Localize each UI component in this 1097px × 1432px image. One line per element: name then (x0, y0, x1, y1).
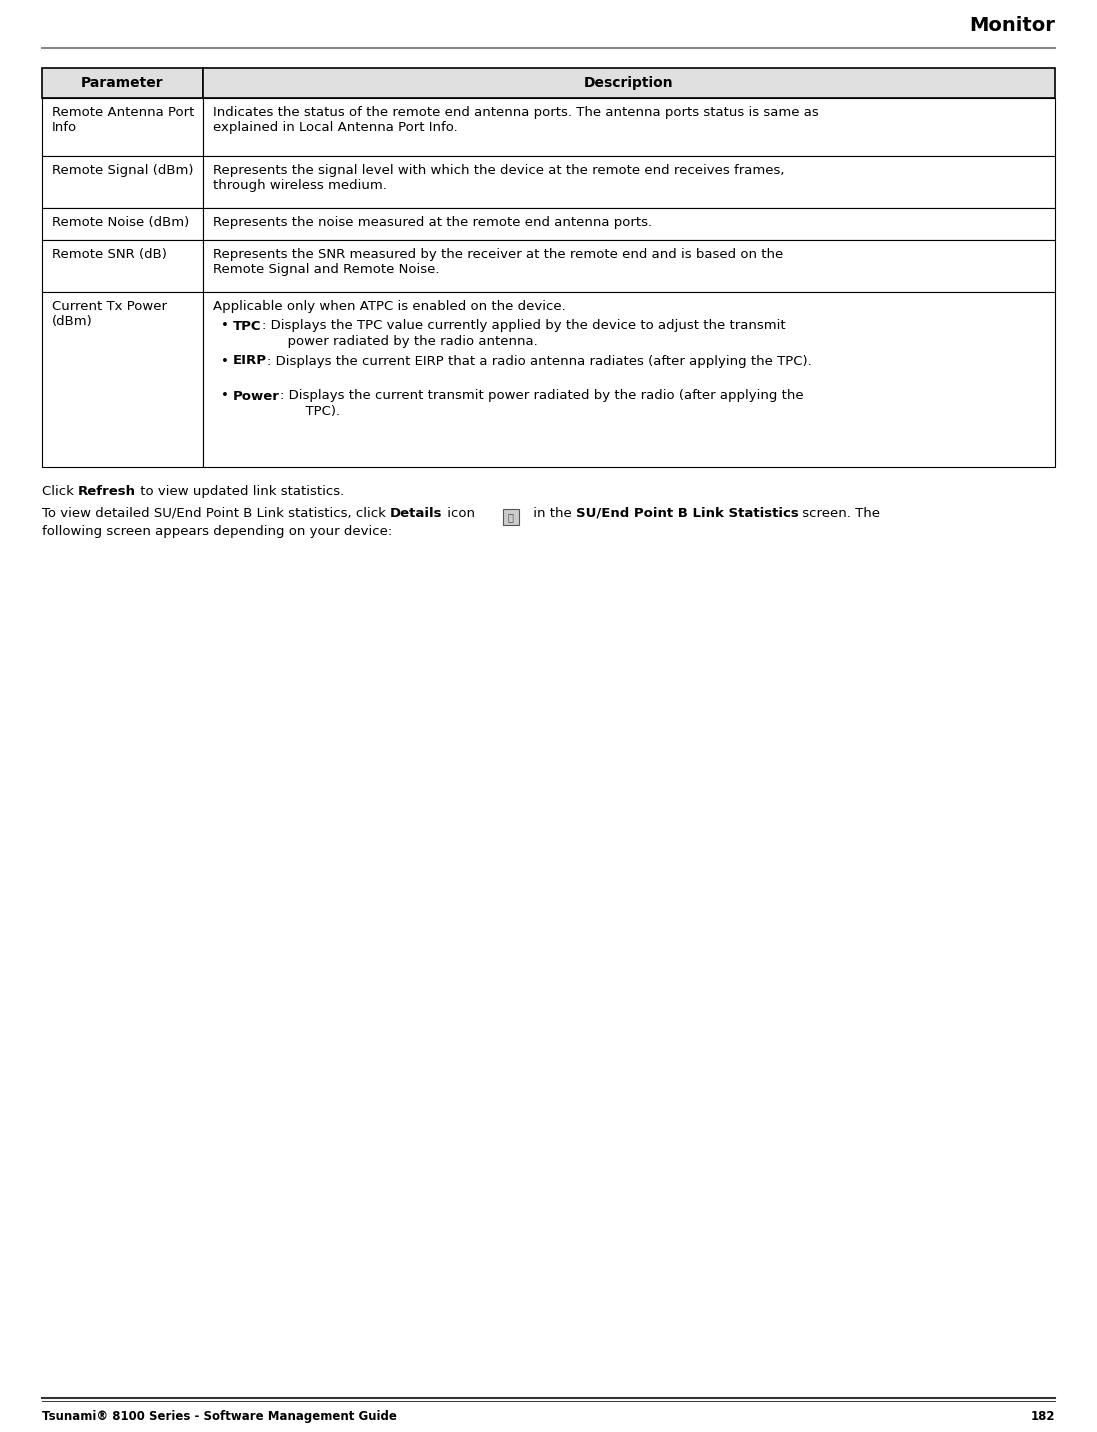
Text: icon: icon (442, 507, 475, 520)
Text: in the: in the (529, 507, 576, 520)
Text: : Displays the TPC value currently applied by the device to adjust the transmit
: : Displays the TPC value currently appli… (261, 319, 785, 348)
Text: Remote SNR (dB): Remote SNR (dB) (52, 248, 167, 261)
Bar (203, 241, 1055, 292)
Text: ⌖: ⌖ (508, 513, 513, 523)
Bar (203, 208, 1055, 241)
Text: screen. The: screen. The (799, 507, 881, 520)
Text: To view detailed SU/End Point B Link statistics, click: To view detailed SU/End Point B Link sta… (42, 507, 391, 520)
Text: following screen appears depending on your device:: following screen appears depending on yo… (42, 526, 393, 538)
Text: •: • (220, 355, 229, 368)
Bar (42, 292, 203, 467)
Text: •: • (220, 319, 229, 332)
Text: Remote Noise (dBm): Remote Noise (dBm) (52, 216, 190, 229)
Text: SU/End Point B Link Statistics: SU/End Point B Link Statistics (576, 507, 799, 520)
Text: Indicates the status of the remote end antenna ports. The antenna ports status i: Indicates the status of the remote end a… (213, 106, 818, 135)
Text: •: • (220, 390, 229, 402)
Text: Represents the noise measured at the remote end antenna ports.: Represents the noise measured at the rem… (213, 216, 652, 229)
Text: Details: Details (391, 507, 442, 520)
Bar (42, 208, 203, 241)
Text: Click: Click (42, 485, 78, 498)
Text: Power: Power (233, 390, 280, 402)
Text: Tsunami® 8100 Series - Software Management Guide: Tsunami® 8100 Series - Software Manageme… (42, 1411, 397, 1423)
Text: Applicable only when ATPC is enabled on the device.: Applicable only when ATPC is enabled on … (213, 299, 566, 314)
Text: : Displays the current transmit power radiated by the radio (after applying the
: : Displays the current transmit power ra… (280, 390, 803, 418)
Bar (42, 241, 203, 292)
Bar (203, 292, 1055, 467)
Bar (42, 67, 203, 97)
Bar (42, 156, 203, 208)
Text: Parameter: Parameter (81, 76, 163, 90)
Text: Current Tx Power
(dBm): Current Tx Power (dBm) (52, 299, 167, 328)
Text: : Displays the current EIRP that a radio antenna radiates (after applying the TP: : Displays the current EIRP that a radio… (267, 355, 812, 368)
Bar (203, 97, 1055, 156)
Text: Refresh: Refresh (78, 485, 136, 498)
Text: Description: Description (585, 76, 674, 90)
Text: Represents the SNR measured by the receiver at the remote end and is based on th: Represents the SNR measured by the recei… (213, 248, 783, 276)
Text: EIRP: EIRP (233, 355, 267, 368)
Text: TPC: TPC (233, 319, 261, 332)
Text: to view updated link statistics.: to view updated link statistics. (136, 485, 344, 498)
Bar (42, 97, 203, 156)
Text: Represents the signal level with which the device at the remote end receives fra: Represents the signal level with which t… (213, 165, 784, 192)
Bar (502, 508, 519, 526)
Text: Remote Signal (dBm): Remote Signal (dBm) (52, 165, 193, 178)
Text: Remote Antenna Port
Info: Remote Antenna Port Info (52, 106, 194, 135)
Bar (203, 67, 1055, 97)
Text: 182: 182 (1030, 1411, 1055, 1423)
Bar (203, 156, 1055, 208)
Text: Monitor: Monitor (969, 16, 1055, 34)
